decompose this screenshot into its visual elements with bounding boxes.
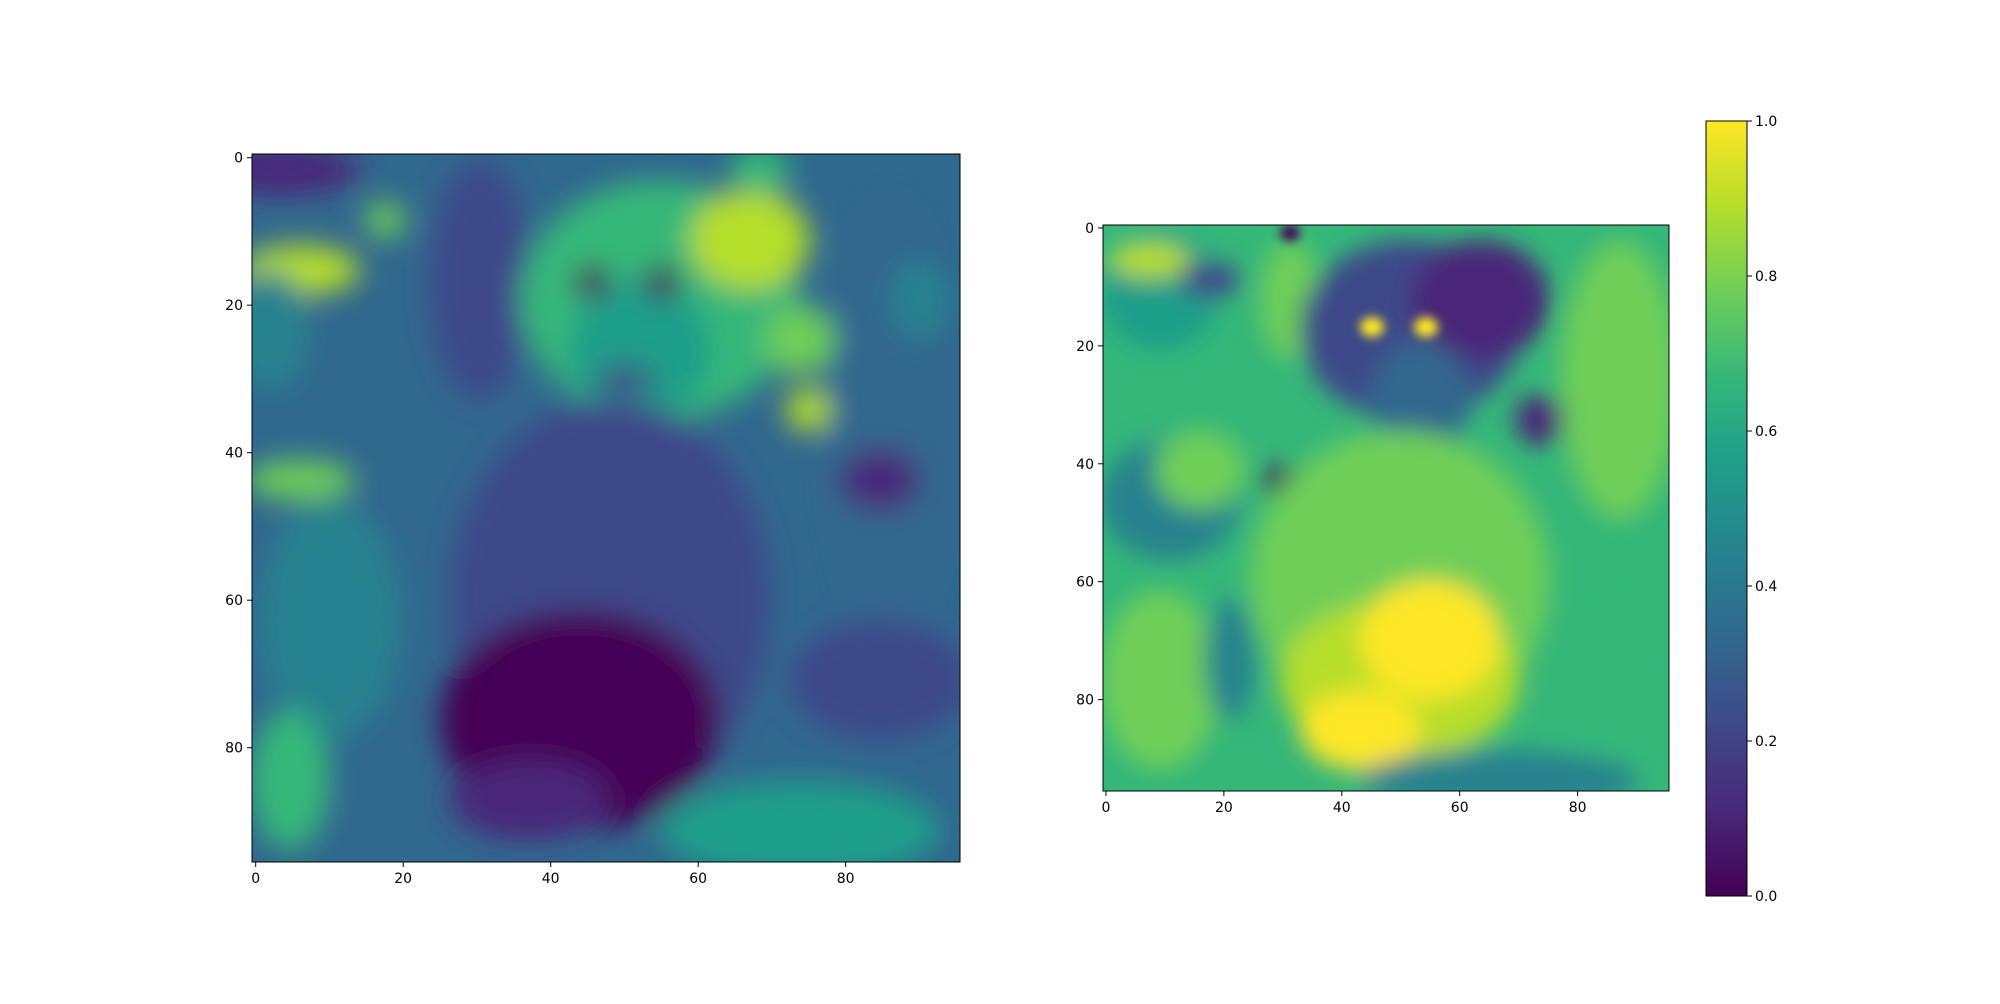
left-xtick-label: 40	[542, 871, 560, 887]
left-xtick-label: 0	[251, 871, 260, 887]
left-ytick-label: 60	[225, 593, 243, 609]
colorbar-tick-label: 0.8	[1755, 269, 1777, 285]
right-ytick-label: 20	[1076, 339, 1094, 355]
left-ytick-label: 40	[225, 446, 243, 462]
colorbar-tick-label: 0.4	[1755, 579, 1777, 595]
left-ytick-label: 80	[225, 741, 243, 757]
right-xtick-label: 60	[1451, 800, 1469, 816]
right-xtick-label: 40	[1333, 800, 1351, 816]
right-xtick-label: 0	[1101, 800, 1110, 816]
left-xtick-label: 60	[689, 871, 707, 887]
colorbar-tick-label: 0.6	[1755, 424, 1777, 440]
right-ytick-label: 40	[1076, 457, 1094, 473]
right-axis-ticks: 0 20 40 60 80 0 20 40 60 80	[1076, 221, 1586, 816]
left-heatmap-image	[252, 154, 960, 862]
right-heatmap-image	[1103, 225, 1669, 791]
left-axes-frame	[251, 153, 961, 863]
left-axis-ticks: 0 20 40 60 80 0 20 40 60 80	[225, 151, 854, 887]
colorbar-ticks: 0.0 0.2 0.4 0.6 0.8 1.0	[1747, 114, 1777, 905]
right-xtick-label: 80	[1569, 800, 1587, 816]
right-ytick-label: 0	[1085, 221, 1094, 237]
right-axes-frame	[1102, 224, 1670, 792]
colorbar-tick-label: 0.0	[1755, 889, 1777, 905]
left-xtick-label: 80	[837, 871, 855, 887]
right-xtick-label: 20	[1215, 800, 1233, 816]
left-ytick-label: 0	[234, 151, 243, 167]
right-ytick-label: 80	[1076, 693, 1094, 709]
left-xtick-label: 20	[394, 871, 412, 887]
right-ytick-label: 60	[1076, 575, 1094, 591]
colorbar-tick-label: 0.2	[1755, 734, 1777, 750]
colorbar-tick-label: 1.0	[1755, 114, 1777, 130]
left-ytick-label: 20	[225, 298, 243, 314]
colorbar	[1705, 120, 1748, 897]
